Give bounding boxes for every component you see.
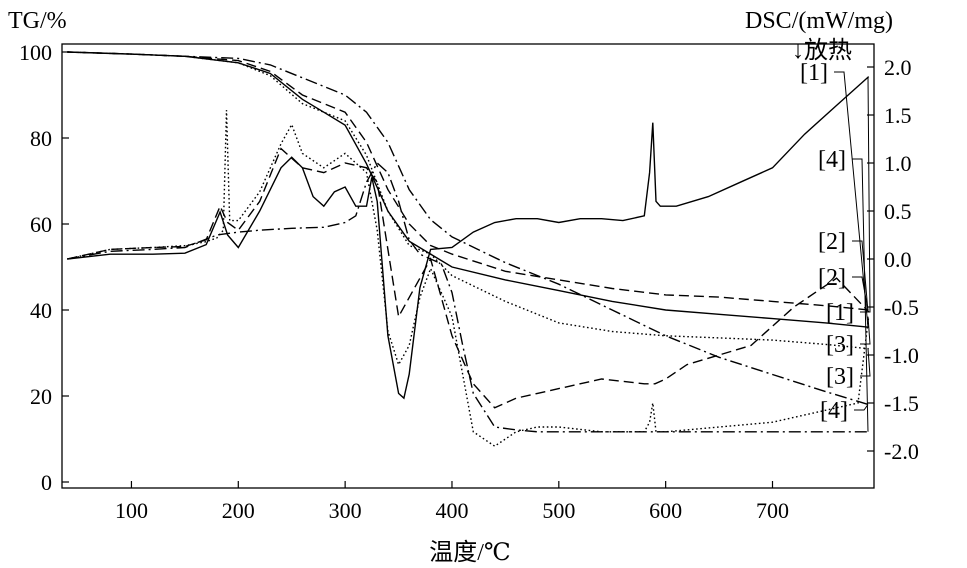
- series-label: [2]: [818, 265, 846, 291]
- series-label-leader: [860, 316, 871, 345]
- y-left-label: TG/%: [8, 8, 67, 34]
- series-label-leader: [860, 348, 871, 377]
- x-tick-label: 700: [756, 498, 789, 523]
- series-label-leader: [852, 158, 869, 432]
- y-right-tick-label: 1.5: [884, 103, 912, 128]
- series-label: [1]: [826, 300, 854, 326]
- tg-series-2: [67, 51, 869, 311]
- y-left-tick-label: 100: [19, 40, 52, 65]
- curves-group: [67, 51, 870, 448]
- dsc-series-2: [67, 147, 870, 409]
- x-tick-label: 500: [542, 498, 575, 523]
- series-label-leader: [834, 71, 869, 328]
- dsc-series-3: [67, 110, 870, 448]
- tg-series-3: [67, 51, 869, 350]
- dsc-series-1: [67, 76, 870, 400]
- series-label-leader: [852, 276, 869, 311]
- y-right-tick-label: -1.5: [884, 391, 919, 416]
- series-label: [4]: [820, 398, 848, 424]
- x-tick-label: 300: [329, 498, 362, 523]
- y-left-tick-label: 80: [30, 126, 52, 151]
- series-label: [2]: [818, 229, 846, 255]
- y-left-tick-label: 60: [30, 212, 52, 237]
- x-tick-label: 400: [435, 498, 468, 523]
- series-label: [3]: [826, 364, 854, 390]
- series-label-leader: [860, 76, 871, 313]
- y-right-tick-label: 0.0: [884, 247, 912, 272]
- series-label: [3]: [826, 332, 854, 358]
- series-label-leader: [854, 404, 869, 411]
- series-label: [1]: [800, 60, 828, 86]
- tg-series-4: [67, 51, 869, 406]
- tg-series-1: [67, 51, 869, 328]
- dsc-series-4: [67, 161, 869, 433]
- exo-label: ↓放热: [792, 37, 852, 64]
- y-left-tick-label: 0: [41, 470, 52, 495]
- y-right-tick-label: 0.5: [884, 199, 912, 224]
- y-right-tick-label: -2.0: [884, 439, 919, 464]
- y-right-tick-label: 2.0: [884, 55, 912, 80]
- series-label: [4]: [818, 147, 846, 173]
- y-right-tick-label: -0.5: [884, 295, 919, 320]
- y-left-tick-label: 40: [30, 298, 52, 323]
- series-labels-group: [1] [4] [2] [2] [1] [3] [3] [4]: [800, 60, 871, 432]
- ticks-group: 100 200 300 400 500 600 700 0 20 40 60 80 100 2.0 1.5 1…: [19, 40, 919, 523]
- y-right-label: DSC/(mW/mg): [745, 8, 893, 34]
- y-right-tick-label: 1.0: [884, 151, 912, 176]
- y-right-tick-label: -1.0: [884, 343, 919, 368]
- x-tick-label: 200: [222, 498, 255, 523]
- x-tick-label: 100: [115, 498, 148, 523]
- x-tick-label: 600: [649, 498, 682, 523]
- series-label-leader: [852, 240, 869, 312]
- x-axis-label: 温度/℃: [429, 539, 511, 566]
- y-left-tick-label: 20: [30, 384, 52, 409]
- plot-frame: [61, 43, 875, 489]
